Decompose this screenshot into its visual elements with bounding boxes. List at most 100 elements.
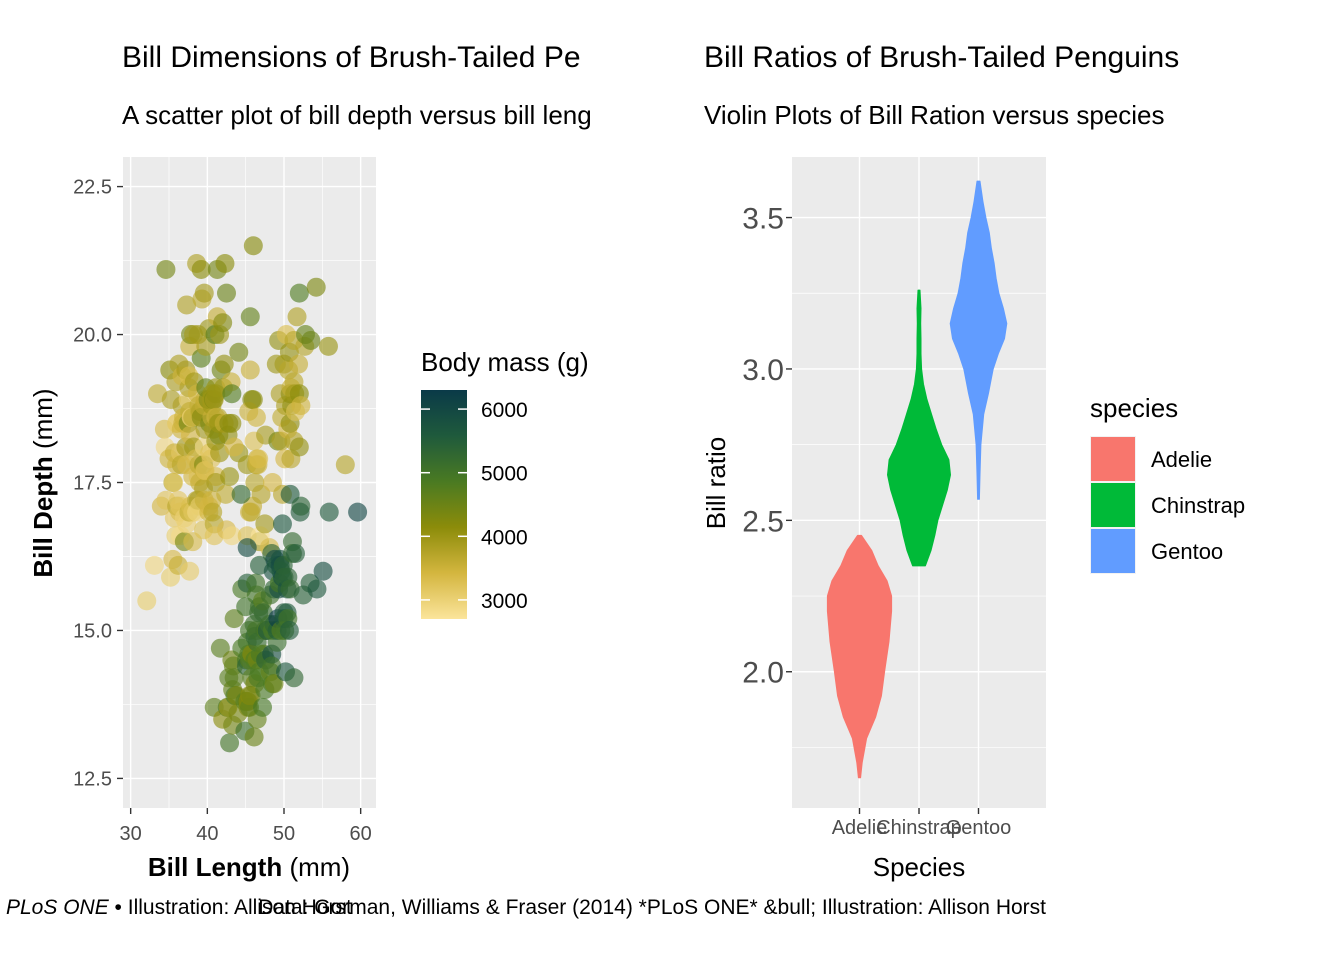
scatter-point — [222, 413, 242, 433]
scatter-x-tick-label: 50 — [273, 823, 295, 845]
scatter-point — [279, 620, 299, 640]
violin-x-tick-label: Gentoo — [946, 817, 1012, 839]
scatter-point — [289, 437, 309, 457]
scatter-point — [237, 538, 257, 558]
scatter-y-tick-label: 15.0 — [73, 620, 112, 642]
scatter-point — [255, 514, 275, 534]
scatter-point — [284, 668, 304, 688]
scatter-point — [194, 283, 214, 303]
scatter-point — [318, 336, 338, 356]
scatter-y-tick-label: 22.5 — [73, 177, 112, 199]
scatter-point — [210, 638, 230, 658]
scatter-point — [137, 591, 157, 611]
scatter-point — [222, 526, 242, 546]
scatter-point — [224, 609, 244, 629]
violin-x-axis-title: Species — [873, 852, 966, 882]
scatter-point — [144, 555, 164, 575]
scatter-point — [240, 360, 260, 380]
scatter-y-tick-label: 20.0 — [73, 325, 112, 347]
violin-y-axis-title: Bill ratio — [701, 437, 731, 529]
scatter-y-tick-label: 17.5 — [73, 473, 112, 495]
violin-title: Bill Ratios of Brush-Tailed Penguins — [704, 41, 1179, 74]
scatter-point — [229, 342, 249, 362]
scatter-point — [191, 259, 211, 279]
scatter-point — [164, 473, 184, 492]
scatter-x-tick-label: 60 — [350, 823, 372, 845]
scatter-point — [217, 283, 236, 303]
scatter-point — [291, 496, 311, 516]
colorbar-tick-label: 3000 — [481, 590, 528, 613]
species-legend-title: species — [1090, 393, 1178, 423]
legend-swatch-gentoo — [1091, 529, 1135, 573]
scatter-point — [253, 697, 273, 717]
colorbar-tick-label: 5000 — [481, 463, 528, 486]
colorbar — [421, 390, 467, 619]
violin-plot: Bill Ratios of Brush-Tailed Penguins Vio… — [701, 41, 1245, 882]
scatter-axes: 30 40 50 60 12.5 15.0 17.5 20.0 22.5 — [73, 177, 372, 845]
legend-swatch-adelie — [1091, 437, 1135, 481]
caption-left: PLoS ONE • Illustration: Allison Horst — [6, 896, 352, 919]
scatter-point — [313, 561, 333, 581]
scatter-point — [244, 727, 264, 747]
scatter-point — [216, 484, 236, 504]
scatter-point — [291, 396, 311, 416]
scatter-point — [264, 674, 284, 694]
scatter-plot: Bill Dimensions of Brush-Tailed Pe A sca… — [28, 41, 592, 882]
scatter-point — [335, 455, 355, 475]
scatter-point — [251, 484, 271, 504]
violin-gentoo — [949, 180, 1008, 500]
scatter-subtitle: A scatter plot of bill depth versus bill… — [122, 100, 592, 130]
colorbar-tick-label: 4000 — [481, 526, 528, 549]
scatter-point — [210, 443, 230, 463]
legend-swatch-chinstrap — [1091, 483, 1135, 527]
violin-x-tick-label: Chinstrap — [876, 817, 962, 839]
scatter-y-tick-label: 12.5 — [73, 768, 112, 790]
scatter-point — [301, 330, 321, 350]
scatter-title: Bill Dimensions of Brush-Tailed Pe — [122, 41, 581, 74]
violin-subtitle: Violin Plots of Bill Ration versus speci… — [704, 100, 1165, 130]
colorbar-title: Body mass (g) — [421, 347, 589, 377]
violin-x-tick-label: Adelie — [832, 817, 888, 839]
legend-label-gentoo: Gentoo — [1151, 539, 1223, 564]
colorbar-ticks: 3000 4000 5000 6000 — [421, 399, 528, 613]
caption-right: Data: Gorman, Williams & Fraser (2014) *… — [258, 896, 1046, 919]
scatter-point — [177, 295, 197, 315]
violin-adelie — [826, 534, 893, 779]
scatter-point — [240, 307, 260, 327]
scatter-x-tick-label: 40 — [196, 823, 218, 845]
colorbar-tick-label: 6000 — [481, 399, 528, 422]
scatter-point — [272, 514, 292, 534]
scatter-y-axis-title: Bill Depth (mm) — [28, 388, 58, 577]
scatter-point — [289, 354, 309, 374]
violin-chinstrap — [887, 289, 951, 567]
scatter-point — [220, 467, 240, 487]
scatter-point — [319, 502, 339, 522]
scatter-point — [215, 254, 235, 274]
scatter-point — [287, 307, 307, 327]
scatter-point — [156, 259, 176, 279]
scatter-point — [246, 407, 266, 427]
scatter-point — [213, 313, 233, 333]
scatter-point — [348, 502, 368, 522]
legend-label-adelie: Adelie — [1151, 447, 1212, 472]
scatter-point — [289, 283, 309, 303]
scatter-point — [286, 544, 305, 564]
scatter-x-tick-label: 30 — [120, 823, 142, 845]
scatter-point — [220, 733, 240, 753]
scatter-point — [224, 668, 244, 688]
species-legend: Adelie Chinstrap Gentoo — [1090, 436, 1245, 574]
scatter-points — [137, 236, 368, 753]
scatter-point — [306, 277, 326, 297]
scatter-point — [231, 484, 251, 504]
violin-y-tick-label: 3.5 — [742, 203, 784, 236]
scatter-point — [249, 449, 269, 469]
violin-y-tick-label: 2.0 — [742, 657, 784, 690]
legend-label-chinstrap: Chinstrap — [1151, 493, 1245, 518]
scatter-point — [222, 384, 242, 404]
caption: PLoS ONE • Illustration: Allison Horst D… — [6, 896, 1046, 919]
scatter-point — [214, 354, 234, 374]
scatter-point — [224, 437, 244, 457]
scatter-point — [243, 236, 263, 256]
